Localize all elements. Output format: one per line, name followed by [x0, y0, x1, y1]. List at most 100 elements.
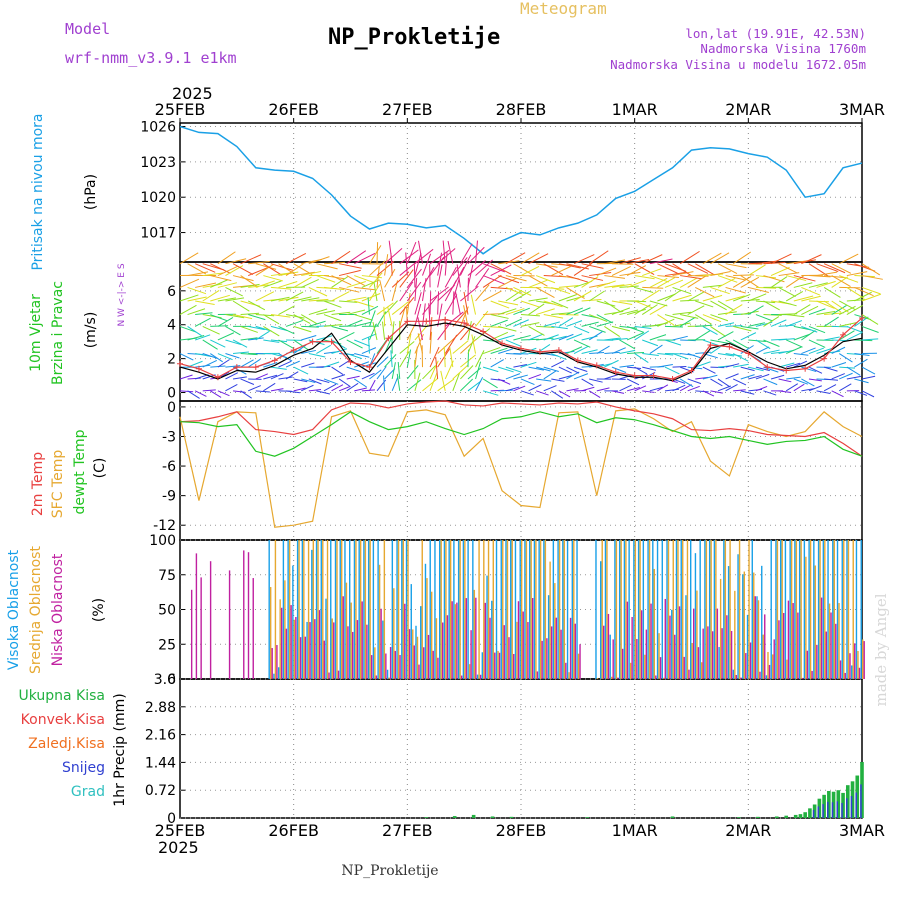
wind-arrow — [505, 308, 525, 316]
y-tick-label: 0 — [167, 672, 176, 688]
wind-arrow — [710, 339, 728, 344]
cloud-bar — [473, 589, 476, 679]
cloud-bar — [693, 608, 695, 679]
wind-arrow — [770, 276, 788, 288]
wind-arrow — [429, 291, 432, 315]
wind-arrow — [202, 272, 224, 277]
cloud-bar — [634, 540, 637, 679]
cloud-bar — [511, 540, 513, 679]
cloud-bar — [569, 617, 572, 679]
wind-arrow — [323, 383, 337, 392]
wind-arrow — [308, 378, 322, 385]
wind-arrow — [831, 263, 852, 274]
wind-arrow — [634, 286, 654, 293]
wind-arrow — [801, 305, 819, 315]
wind-arrow — [308, 256, 330, 265]
wind-arrow — [846, 287, 865, 299]
wind-arrow — [786, 362, 801, 368]
cloud-bar — [503, 625, 505, 679]
wind-arrow — [611, 347, 626, 354]
wind-arrow — [717, 353, 735, 357]
wind-arrow — [604, 359, 619, 368]
wind-arrow — [293, 271, 315, 277]
wind-arrow — [498, 277, 518, 288]
cloud-bar — [383, 540, 386, 679]
wind-arrow — [839, 321, 858, 327]
wind-arrow — [397, 361, 401, 380]
wind-arrow — [293, 387, 306, 392]
cloud-bar — [546, 638, 548, 679]
wind-arrow — [373, 281, 378, 302]
y-tick-label: 1020 — [140, 190, 176, 206]
cloud-bar — [730, 630, 733, 679]
wind-arrow — [194, 334, 211, 341]
wind-arrow — [406, 293, 411, 315]
wind-arrow — [372, 321, 378, 341]
wind-arrow — [634, 325, 652, 330]
wind-arrow — [733, 274, 754, 277]
wind-arrow — [725, 263, 747, 269]
y-tick-label: 2 — [167, 352, 176, 368]
cloud-bar — [309, 622, 311, 679]
wind-arrow — [467, 380, 482, 392]
wind-arrow — [210, 353, 223, 363]
wind-arrow — [831, 275, 851, 288]
wind-arrow — [528, 303, 545, 315]
wind-arrow — [558, 317, 574, 327]
cloud-bar — [836, 540, 839, 679]
wind-arrow — [308, 339, 325, 346]
wind-arrow — [839, 305, 856, 315]
cloud-bar — [650, 603, 652, 679]
wind-arrow — [388, 240, 393, 264]
cloud-bar — [566, 540, 569, 679]
wind-arrow — [748, 264, 766, 276]
wind-arrow — [316, 309, 336, 316]
cloud-bar — [541, 640, 543, 679]
wind-arrow — [733, 325, 752, 332]
precip-bar — [841, 792, 845, 818]
wind-arrow — [710, 390, 723, 394]
cloud-bar — [538, 540, 540, 679]
wind-arrow — [369, 369, 382, 380]
wind-arrow — [839, 300, 856, 311]
cloud-bar — [290, 605, 292, 679]
wind-arrow — [831, 362, 847, 368]
cloud-bar — [690, 540, 692, 679]
cloud-bar — [639, 540, 641, 679]
cloud-bar — [778, 620, 780, 679]
wind-arrow — [422, 296, 438, 315]
wind-arrow — [611, 263, 634, 265]
wind-arrow — [573, 254, 595, 265]
cloud-bar — [247, 552, 250, 679]
wind-gust-marker — [783, 367, 790, 374]
cloud-bar — [423, 647, 425, 679]
cloud-bar — [863, 641, 865, 679]
wind-arrow — [428, 303, 431, 327]
cloud-bar — [389, 647, 392, 679]
wind-arrow — [240, 337, 258, 341]
wind-arrow — [558, 294, 577, 302]
wind-arrow — [338, 385, 351, 392]
cloud-bar — [855, 540, 858, 679]
cloud-bar — [779, 540, 782, 679]
cloud-bar — [367, 540, 370, 679]
wind-arrow — [831, 305, 847, 315]
wind-arrow — [422, 266, 435, 288]
wind-arrow — [566, 371, 580, 380]
cloud-bar — [700, 662, 703, 679]
cloud-bar — [288, 540, 291, 679]
wind-arrow — [331, 250, 351, 265]
wind-arrow — [793, 378, 809, 385]
wind-gust-marker — [423, 318, 430, 325]
wind-arrow — [248, 261, 270, 265]
wind-arrow — [596, 321, 614, 327]
precip-bar — [585, 817, 590, 818]
wind-arrow — [846, 375, 862, 380]
wind-arrow — [202, 283, 223, 288]
wind-arrow — [240, 325, 258, 333]
cloud-bar — [333, 622, 335, 679]
wind-arrow — [536, 366, 551, 372]
time-label-bottom: 2MAR — [725, 821, 771, 840]
wind-arrow — [210, 275, 232, 282]
cloud-bar — [825, 631, 828, 679]
